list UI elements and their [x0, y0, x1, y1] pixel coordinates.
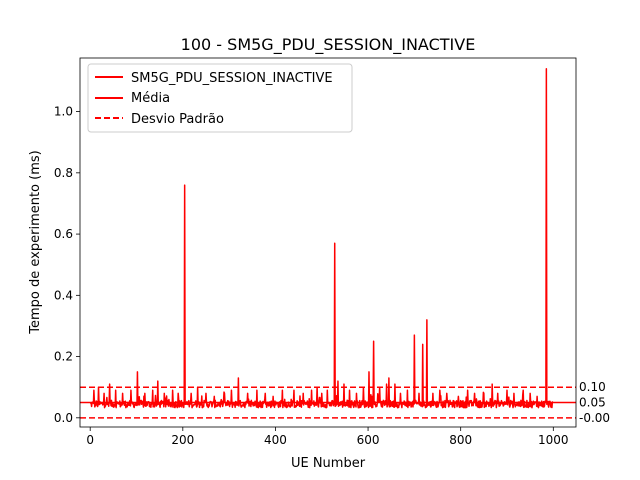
- x-tick-label: 600: [357, 433, 380, 447]
- x-tick-label: 0: [86, 433, 94, 447]
- x-axis-label: UE Number: [291, 456, 366, 471]
- y-tick-label: 0.4: [54, 288, 73, 302]
- x-tick-label: 800: [449, 433, 472, 447]
- right-annotations: 0.10 0.05-0.00: [579, 380, 610, 425]
- legend-box: [87, 63, 353, 133]
- y-tick-label: 0.0: [54, 411, 73, 425]
- y-tick-label: 1.0: [54, 105, 73, 119]
- legend-label-media: Média: [131, 91, 170, 106]
- right-annotation-label: 0.10: [579, 380, 606, 394]
- right-annotation-label: -0.00: [579, 411, 610, 425]
- legend-label-desvio: Desvio Padrão: [131, 112, 224, 127]
- y-tick-label: 0.6: [54, 227, 73, 241]
- plot-lines: [80, 67, 576, 419]
- y-tick-label: 0.2: [54, 350, 73, 364]
- legend: SM5G_PDU_SESSION_INACTIVE Média Desvio P…: [87, 63, 353, 133]
- legend-label-series: SM5G_PDU_SESSION_INACTIVE: [131, 71, 333, 86]
- axes-frame: [79, 57, 577, 428]
- x-tick-label: 200: [171, 433, 194, 447]
- chart-title: 100 - SM5G_PDU_SESSION_INACTIVE: [181, 35, 476, 55]
- x-axis: 0 200 400 600 800 1000: [86, 427, 569, 447]
- x-tick-label: 1000: [538, 433, 569, 447]
- right-annotation-label: 0.05: [579, 396, 606, 410]
- y-axis: 0.0 0.2 0.4 0.6 0.8 1.0: [54, 105, 80, 425]
- y-axis-label: Tempo de experimento (ms): [28, 150, 43, 334]
- x-tick-label: 400: [264, 433, 287, 447]
- y-tick-label: 0.8: [54, 166, 73, 180]
